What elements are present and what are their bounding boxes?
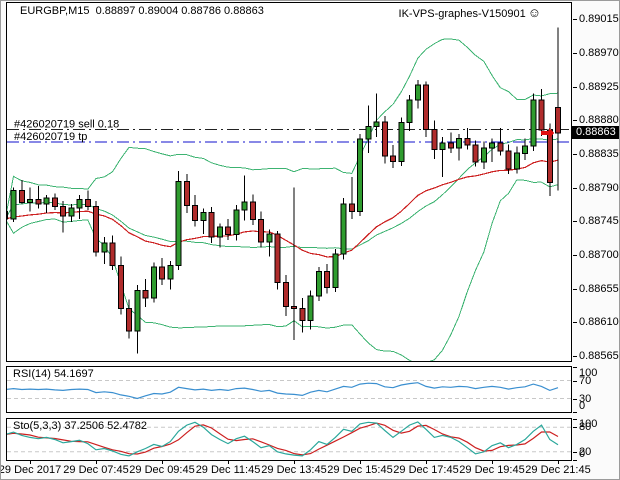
price-axis-tick [573,322,577,323]
price-axis-tick [573,188,577,189]
ma-line [7,159,559,258]
sto-axis-tick [573,419,577,420]
main-chart-panel[interactable]: #426020719 sell 0.18 #426020719 tp EURGBP… [6,2,572,362]
price-axis-tick [573,255,577,256]
rsi-axis-tick [573,381,577,382]
price-axis-label: 0.88745 [579,215,619,227]
rsi-axis-label: 0 [579,400,586,412]
time-axis-label: 29 Dec 19:45 [459,464,525,476]
time-axis-label: 29 Dec 21:45 [525,464,591,476]
price-axis-label: 0.89015 [579,13,619,25]
time-axis-label: 29 Dec 11:45 [195,464,261,476]
ea-name: IK-VPS-graphes-V150901 [398,8,526,20]
price-axis-label: 0.88925 [579,81,619,93]
price-axis-tick [573,289,577,290]
price-axis-tick [573,87,577,88]
last-price-arrow [541,128,554,138]
current-price-tag: 0.88863 [572,126,619,139]
rsi-label: RSI(14) 54.1697 [13,368,94,380]
main-chart-canvas[interactable]: #426020719 sell 0.18#426020719 tp [7,3,571,361]
price-axis-tick [573,154,577,155]
bollinger-upper-line [7,38,559,213]
price-axis-label: 0.88835 [579,148,619,160]
price-axis-label: 0.88610 [579,316,619,328]
rsi-axis-label: 100 [579,367,598,379]
time-axis-tick [294,461,295,464]
stochastic-indicator-panel[interactable]: Sto(5,3,3) 37.2506 52.4782 [6,418,572,461]
rsi-canvas[interactable] [7,367,571,412]
time-axis-label: 29 Dec 13:45 [261,464,327,476]
time-axis-label: 29 Dec 07:45 [63,464,129,476]
sto-axis-tick [573,460,577,461]
price-axis-label: 0.88880 [579,114,619,126]
price-axis-label: 0.88655 [579,283,619,295]
price-axis-label: 0.88565 [579,350,619,362]
sto-axis-tick [573,452,577,453]
stochastic-canvas[interactable] [7,419,571,460]
time-axis-label: 29 Dec 2017 [0,464,62,476]
time-axis-label: 29 Dec 17:45 [393,464,459,476]
time-axis-tick [162,461,163,464]
bollinger-lower-line [7,179,559,361]
ea-smiley-icon: ☺ [527,5,541,20]
sto-axis-label: 20 [579,446,592,458]
ea-watermark: IK-VPS-graphes-V150901 ☺ [399,5,541,20]
chart-title-ohlc: EURGBP,M15 0.88897 0.89004 0.88786 0.888… [20,5,264,17]
time-axis-tick [228,461,229,464]
time-axis-label: 29 Dec 09:45 [129,464,195,476]
sto-k-line [7,421,559,457]
time-axis-label: 29 Dec 15:45 [327,464,393,476]
sell-order-label[interactable]: #426020719 sell 0.18 [14,118,119,130]
time-axis-tick [558,461,559,464]
rsi-axis-label: 70 [579,375,592,387]
candles-group [7,27,561,354]
sto-axis-tick [573,427,577,428]
rsi-axis-tick [573,412,577,413]
time-axis-tick [360,461,361,464]
rsi-axis-label: 30 [579,393,592,405]
tp-order-label[interactable]: #426020719 tp [14,131,87,143]
price-axis-tick [573,19,577,20]
sto-axis-label: 80 [579,421,592,433]
price-axis-label: 0.88970 [579,47,619,59]
time-axis-tick [96,461,97,464]
sto-axis-label: 100 [579,418,598,430]
price-axis-tick [573,53,577,54]
time-axis-tick [30,461,31,464]
price-axis-label: 0.88700 [579,249,619,261]
time-axis-tick [492,461,493,464]
rsi-line [7,382,559,400]
rsi-indicator-panel[interactable]: RSI(14) 54.1697 [6,366,572,413]
price-axis-tick [573,120,577,121]
price-axis-label: 0.88790 [579,182,619,194]
rsi-axis-tick [573,399,577,400]
sto-d-line [7,422,559,456]
time-axis-tick [426,461,427,464]
sto-axis-label: 0 [579,448,586,460]
rsi-axis-tick [573,367,577,368]
price-axis-tick [573,221,577,222]
price-axis-tick [573,356,577,357]
stochastic-label: Sto(5,3,3) 37.2506 52.4782 [13,420,147,432]
